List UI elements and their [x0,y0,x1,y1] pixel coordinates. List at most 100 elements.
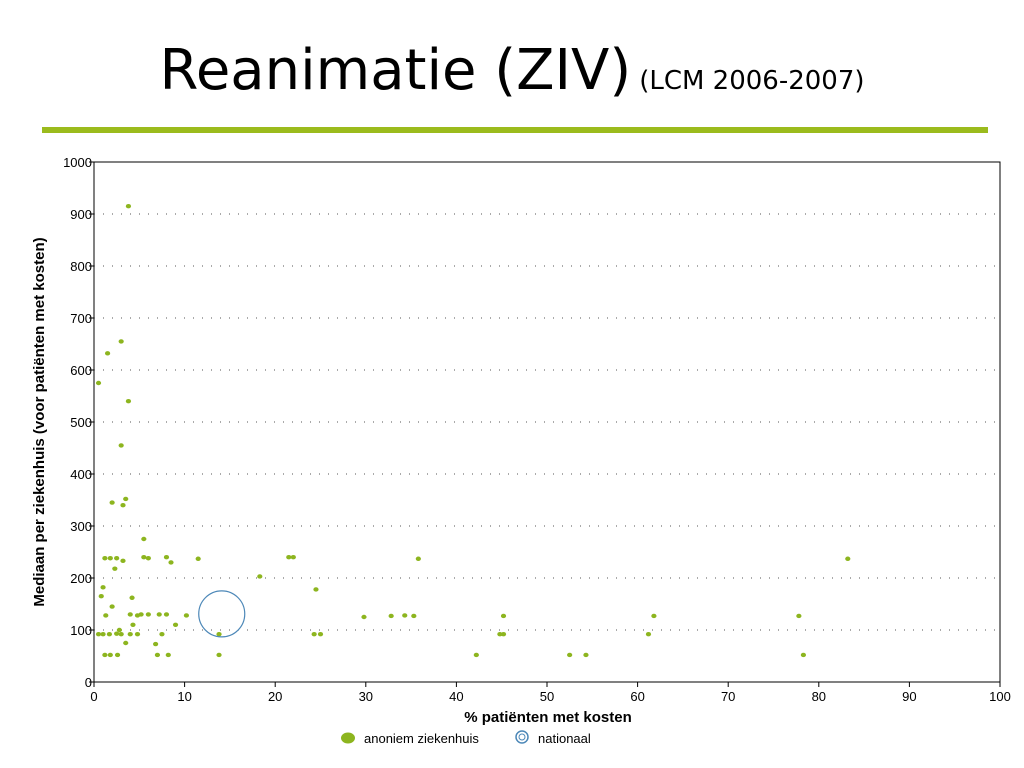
data-point [290,555,296,560]
data-point [313,587,319,592]
data-point [497,631,503,637]
data-point [195,556,201,561]
data-point [800,652,806,658]
data-point [286,555,292,560]
data-point [109,604,115,609]
y-tick-label: 300 [70,519,92,534]
data-point [127,631,133,637]
legend-marker-nationaal [515,730,529,744]
data-point [216,631,222,637]
data-point [163,612,170,617]
data-point [361,614,367,620]
data-point [473,652,479,658]
data-point [388,613,394,619]
x-tick-label: 30 [359,689,373,704]
data-point [125,399,132,404]
data-point [120,558,126,564]
y-tick-label: 500 [70,415,92,430]
x-tick-label: 10 [177,689,191,704]
data-point [500,613,507,619]
data-point [796,613,802,619]
data-point [845,556,851,561]
data-point [145,556,151,561]
data-point [98,594,104,599]
x-tick-label: 70 [721,689,735,704]
x-tick-label: 80 [812,689,826,704]
y-tick-label: 600 [70,363,92,378]
data-point [109,500,115,505]
data-point [402,613,408,618]
data-point [134,631,141,637]
x-axis-ticks: 0 10 20 30 40 50 60 70 80 90 100 [90,682,1011,704]
data-point [216,652,222,658]
plot-area [93,161,1001,683]
data-point [120,503,126,508]
x-tick-label: 40 [449,689,463,704]
data-point [125,204,132,209]
data-point [95,380,102,386]
data-point [159,631,165,637]
data-point [118,339,124,344]
data-point [311,631,317,637]
data-point [141,555,147,560]
data-point [156,612,162,617]
data-point [183,613,190,618]
data-point [583,652,589,658]
data-point [106,631,113,637]
data-point [567,652,573,658]
data-point [415,556,421,561]
y-tick-label: 1000 [63,155,92,170]
data-point [168,560,174,565]
y-axis-label: Mediaan per ziekenhuis (voor patiënten m… [31,237,48,606]
x-tick-label: 0 [90,689,97,704]
y-tick-label: 100 [70,623,92,638]
data-point [154,652,161,658]
y-axis-ticks: 0 100 200 300 400 500 600 700 800 900 1000 [63,155,94,690]
title-subtitle: (LCM 2006-2007) [639,66,865,96]
data-point [127,612,133,617]
slide-title: Reanimatie (ZIV) (LCM 2006-2007) [0,38,1024,103]
data-point [651,613,657,619]
y-tick-label: 900 [70,207,92,222]
data-point [165,652,171,658]
data-point [114,652,121,658]
y-tick-label: 0 [85,675,92,690]
x-tick-label: 50 [540,689,554,704]
data-point [129,595,135,600]
data-point-nationaal [198,590,246,638]
data-point [118,631,124,637]
data-point [123,640,129,646]
x-tick-label: 90 [902,689,916,704]
title-main: Reanimatie (ZIV) [159,38,632,103]
data-point [500,631,507,637]
data-point [118,443,124,448]
title-underline [42,127,988,133]
data-point [172,622,179,627]
data-point [141,536,147,542]
legend-label-anoniem-ziekenhuis: anoniem ziekenhuis [364,731,479,746]
data-points [95,204,851,658]
data-point [114,631,120,636]
x-tick-label: 60 [630,689,644,704]
data-point [100,631,106,637]
data-point [104,351,111,356]
data-point [411,613,417,619]
y-tick-label: 400 [70,467,92,482]
data-point [257,574,263,579]
y-tick-label: 800 [70,259,92,274]
data-point [112,566,118,571]
data-point [130,622,136,627]
data-point [103,613,109,618]
data-point [163,555,170,560]
legend-marker-nationaal-inner [518,733,526,741]
legend-label-nationaal: nationaal [538,731,591,746]
data-point [153,641,159,647]
data-point [114,556,120,561]
data-point [100,585,106,590]
legend-marker-anoniem-ziekenhuis [341,732,355,744]
data-point [95,631,102,637]
data-point [145,612,151,617]
y-tick-label: 700 [70,311,92,326]
legend: anoniem ziekenhuis nationaal [341,730,591,746]
